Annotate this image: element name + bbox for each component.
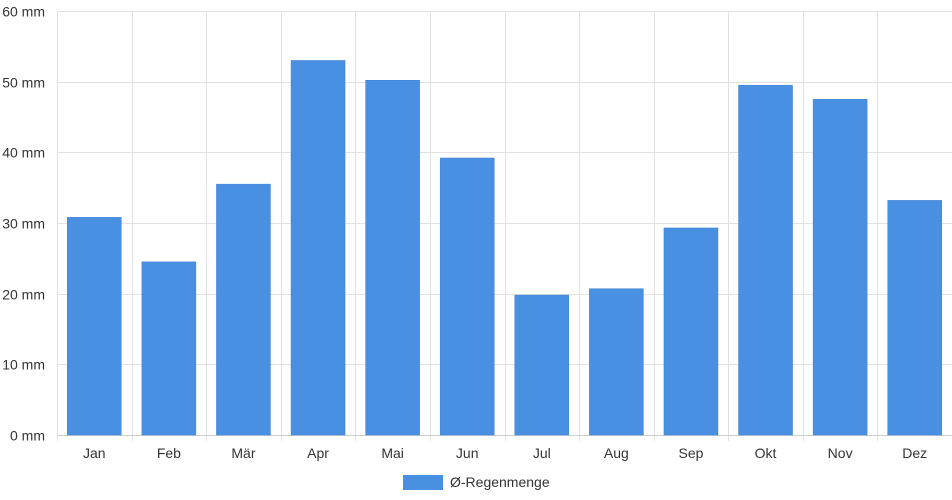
x-tick-label: Feb [157, 445, 181, 461]
x-tick-label: Sep [678, 445, 703, 461]
x-tick-label: Jun [456, 445, 479, 461]
bar-sep[interactable] [663, 227, 719, 436]
x-tick-label: Jul [533, 445, 551, 461]
y-tick-label: 50 mm [2, 75, 45, 91]
x-tick-label: Mai [381, 445, 404, 461]
bars [67, 60, 942, 436]
y-tick-label: 40 mm [2, 145, 45, 161]
bar-jan[interactable] [67, 217, 122, 436]
x-tick-label: Nov [828, 445, 853, 461]
bar-jun[interactable] [439, 157, 495, 436]
y-tick-label: 30 mm [2, 216, 45, 232]
legend-label: Ø-Regenmenge [450, 474, 550, 490]
x-tick-label: Aug [604, 445, 629, 461]
bar-mai[interactable] [365, 80, 420, 436]
y-axis-ticks: 0 mm 10 mm 20 mm 30 mm 40 mm 50 mm 60 mm [2, 4, 45, 444]
bar-dez[interactable] [887, 200, 942, 436]
grid [57, 11, 952, 441]
x-tick-label: Mär [231, 445, 255, 461]
bar-mär[interactable] [216, 183, 271, 436]
y-tick-label: 20 mm [2, 287, 45, 303]
x-tick-label: Okt [755, 445, 777, 461]
legend[interactable]: Ø-Regenmenge [403, 474, 550, 490]
legend-swatch [403, 475, 443, 490]
bar-okt[interactable] [738, 84, 793, 436]
y-tick-label: 60 mm [2, 4, 45, 20]
bar-feb[interactable] [141, 261, 197, 436]
bar-aug[interactable] [589, 288, 644, 436]
y-tick-label: 0 mm [10, 428, 45, 444]
y-tick-label: 10 mm [2, 357, 45, 373]
x-axis-ticks: Jan Feb Mär Apr Mai Jun Jul Aug Sep Okt Nov Dez [83, 445, 927, 461]
x-tick-label: Dez [902, 445, 927, 461]
bar-jul[interactable] [514, 294, 570, 436]
x-tick-label: Jan [83, 445, 106, 461]
bar-apr[interactable] [290, 60, 346, 436]
bar-nov[interactable] [812, 99, 868, 436]
x-tick-label: Apr [307, 445, 329, 461]
